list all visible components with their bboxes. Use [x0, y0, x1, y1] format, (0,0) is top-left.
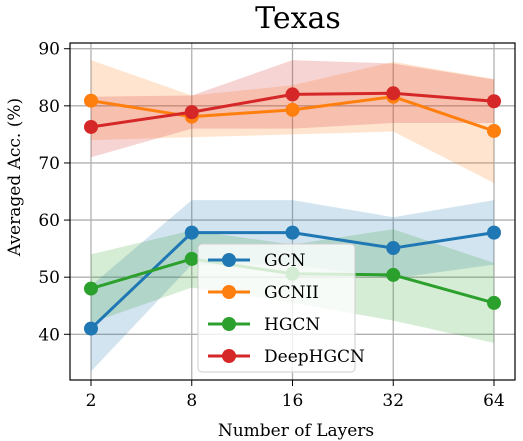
hgcn-point [84, 281, 98, 296]
gcn-legend-marker [222, 253, 236, 267]
x-tick-label: 8 [186, 391, 197, 411]
gcnii-point [84, 93, 98, 108]
deephgcn-legend-label: DeepHGCN [264, 347, 365, 367]
y-tick-label: 50 [38, 268, 60, 288]
gcn-point [285, 225, 300, 240]
y-tick-label: 80 [38, 97, 60, 117]
deephgcn-legend-marker [222, 349, 236, 363]
gcnii-legend-label: GCNII [264, 283, 319, 303]
y-tick-label: 70 [38, 154, 60, 174]
gcn-point [487, 225, 501, 240]
gcnii-point [487, 123, 501, 138]
hgcn-point [184, 251, 199, 266]
x-tick-label: 64 [483, 391, 505, 411]
gcnii-legend-marker [222, 285, 236, 299]
gcn-point [84, 321, 98, 336]
y-tick-label: 90 [38, 40, 60, 60]
deephgcn-point [487, 94, 501, 109]
legend-box [197, 243, 356, 373]
deephgcn-point [84, 119, 98, 134]
y-axis-label: Averaged Acc. (%) [5, 98, 25, 257]
hgcn-point [487, 295, 501, 310]
legend: GCN GCNII HGCN DeepHGCN [197, 243, 365, 373]
deephgcn-point [184, 105, 199, 120]
y-axis-ticks: 40 50 60 70 80 90 [38, 40, 70, 345]
chart-title: Texas [255, 1, 341, 36]
hgcn-legend-label: HGCN [264, 315, 320, 335]
x-axis-ticks: 2 8 16 32 64 [86, 380, 505, 411]
x-axis-label: Number of Layers [218, 421, 374, 441]
gcn-point [184, 225, 199, 240]
x-tick-label: 16 [282, 391, 304, 411]
gcn-legend-label: GCN [264, 251, 306, 271]
gcn-point [386, 241, 401, 256]
x-tick-label: 32 [382, 391, 404, 411]
x-tick-label: 2 [86, 391, 97, 411]
y-tick-label: 40 [38, 325, 60, 345]
hgcn-legend-marker [222, 317, 236, 331]
hgcn-point [386, 267, 401, 282]
deephgcn-point [285, 87, 300, 102]
gcnii-point [285, 102, 300, 117]
deephgcn-point [386, 86, 401, 101]
y-tick-label: 60 [38, 211, 60, 231]
